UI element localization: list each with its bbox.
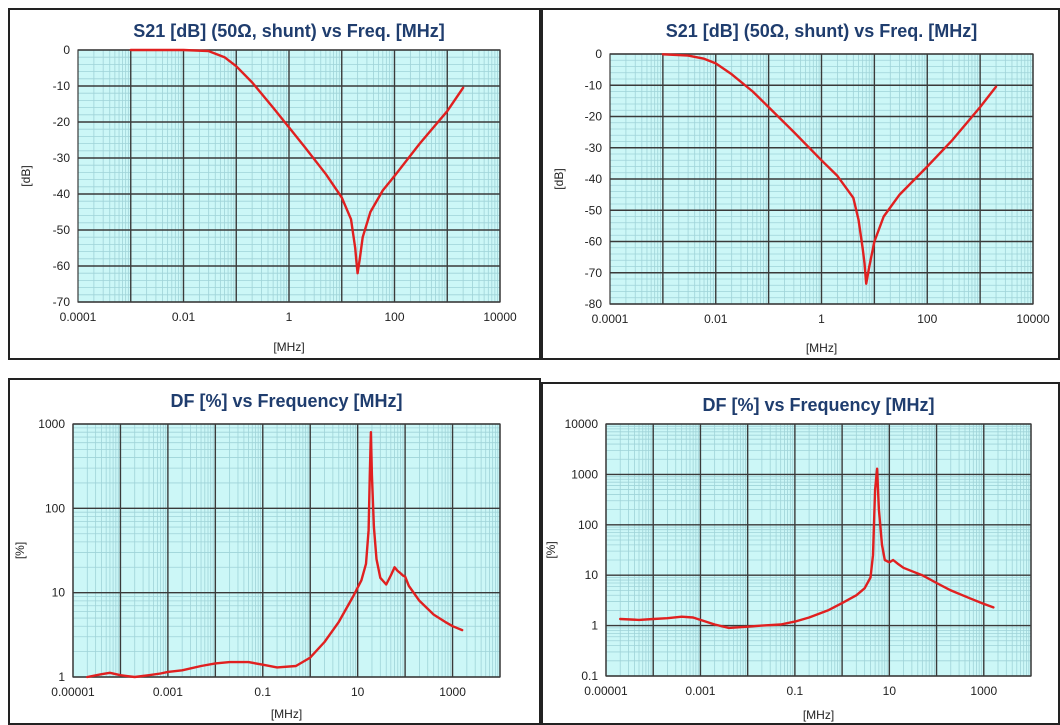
y-tick-label: -10	[53, 79, 71, 93]
plot-frame	[72, 423, 501, 678]
x-tick-label: 1000	[439, 685, 466, 699]
y-tick-label: 0.1	[581, 669, 598, 683]
series-line	[661, 53, 998, 285]
y-tick-label: 10	[585, 568, 599, 582]
y-axis-label: [%]	[544, 541, 558, 558]
y-tick-label: 1	[591, 619, 598, 633]
y-tick-label: -10	[585, 78, 603, 92]
y-tick-label: 100	[578, 518, 598, 532]
x-tick-label: 1000	[970, 684, 997, 698]
x-tick-label: 0.00001	[584, 684, 628, 698]
y-axis-label: [dB]	[552, 168, 566, 189]
y-tick-label: -60	[585, 235, 603, 249]
y-tick-label: -40	[53, 187, 71, 201]
x-tick-label: 0.00001	[51, 685, 95, 699]
chart-title: DF [%] vs Frequency [MHz]	[702, 395, 934, 415]
y-tick-label: -20	[585, 110, 603, 124]
chart-title: S21 [dB] (50Ω, shunt) vs Freq. [MHz]	[666, 21, 977, 41]
y-tick-label: -60	[53, 259, 71, 273]
y-tick-label: 1	[58, 670, 65, 684]
y-tick-label: -40	[585, 172, 603, 186]
x-axis-label: [MHz]	[273, 340, 304, 354]
y-tick-label: -30	[53, 151, 71, 165]
x-axis-label: [MHz]	[803, 708, 834, 722]
x-tick-label: 0.1	[254, 685, 271, 699]
x-tick-label: 0.0001	[60, 310, 97, 324]
y-tick-label: -80	[585, 297, 603, 311]
chart-title: S21 [dB] (50Ω, shunt) vs Freq. [MHz]	[133, 21, 444, 41]
plot-area	[73, 424, 500, 677]
y-tick-label: -70	[585, 266, 603, 280]
chart-svg: 0 -10 -20 -30 -40 -50 -60 -70 -800.0001 0.01 1 100 1…	[552, 21, 1050, 355]
x-tick-label: 100	[384, 310, 404, 324]
x-tick-label: 10	[351, 685, 365, 699]
chart-title: DF [%] vs Frequency [MHz]	[170, 391, 402, 411]
y-tick-label: 10	[52, 586, 66, 600]
series-line	[618, 467, 995, 630]
x-tick-label: 1	[286, 310, 293, 324]
x-tick-label: 0.01	[172, 310, 196, 324]
x-tick-label: 10000	[1016, 312, 1050, 326]
plot-frame	[609, 53, 1034, 305]
y-tick-label: 1000	[571, 467, 598, 481]
x-tick-label: 100	[917, 312, 937, 326]
x-tick-label: 10	[883, 684, 897, 698]
y-axis-label: [dB]	[19, 165, 33, 186]
x-axis-label: [MHz]	[271, 707, 302, 721]
y-tick-label: 0	[595, 47, 602, 61]
x-tick-label: 0.01	[704, 312, 728, 326]
x-tick-label: 0.001	[153, 685, 183, 699]
plot-area	[606, 424, 1031, 676]
y-tick-label: -50	[53, 223, 71, 237]
chart-svg: 0 -10 -20 -30 -40 -50 -60 -700.0001 0.01 1 100 1000…	[19, 21, 517, 354]
y-tick-label: 100	[45, 501, 65, 515]
chart-panel-df-right: 10000 1000 100 10 1 0.1 0.00001 0.001 0.1 10 1000 D…	[541, 382, 1060, 725]
series-line	[129, 48, 465, 275]
chart-svg: 1000 100 10 10.00001 0.001 0.1 10 1000 DF [%] vs…	[13, 391, 501, 721]
x-tick-label: 10000	[483, 310, 517, 324]
y-tick-label: 0	[63, 43, 70, 57]
y-tick-label: -30	[585, 141, 603, 155]
plot-frame	[605, 423, 1032, 677]
y-tick-label: -20	[53, 115, 71, 129]
y-axis-label: [%]	[13, 542, 27, 559]
x-tick-label: 0.001	[685, 684, 715, 698]
series-line	[86, 431, 464, 679]
chart-panel-s21-left: 0 -10 -20 -30 -40 -50 -60 -70 0.0001 0.01 1 100 1000…	[8, 8, 541, 360]
y-tick-label: -50	[585, 203, 603, 217]
x-axis-label: [MHz]	[806, 341, 837, 355]
x-tick-label: 0.0001	[592, 312, 629, 326]
plot-frame	[77, 49, 501, 303]
x-tick-label: 1	[818, 312, 825, 326]
y-tick-label: 1000	[38, 417, 65, 431]
chart-panel-df-left: 1000 100 10 1 0.00001 0.001 0.1 10 1000 DF [%] vs…	[8, 378, 541, 725]
chart-panel-s21-right: 0 -10 -20 -30 -40 -50 -60 -70 -80 0.0001 0.01 1 100 1…	[541, 8, 1060, 360]
x-tick-label: 0.1	[787, 684, 804, 698]
y-tick-label: 10000	[565, 417, 599, 431]
y-tick-label: -70	[53, 295, 71, 309]
